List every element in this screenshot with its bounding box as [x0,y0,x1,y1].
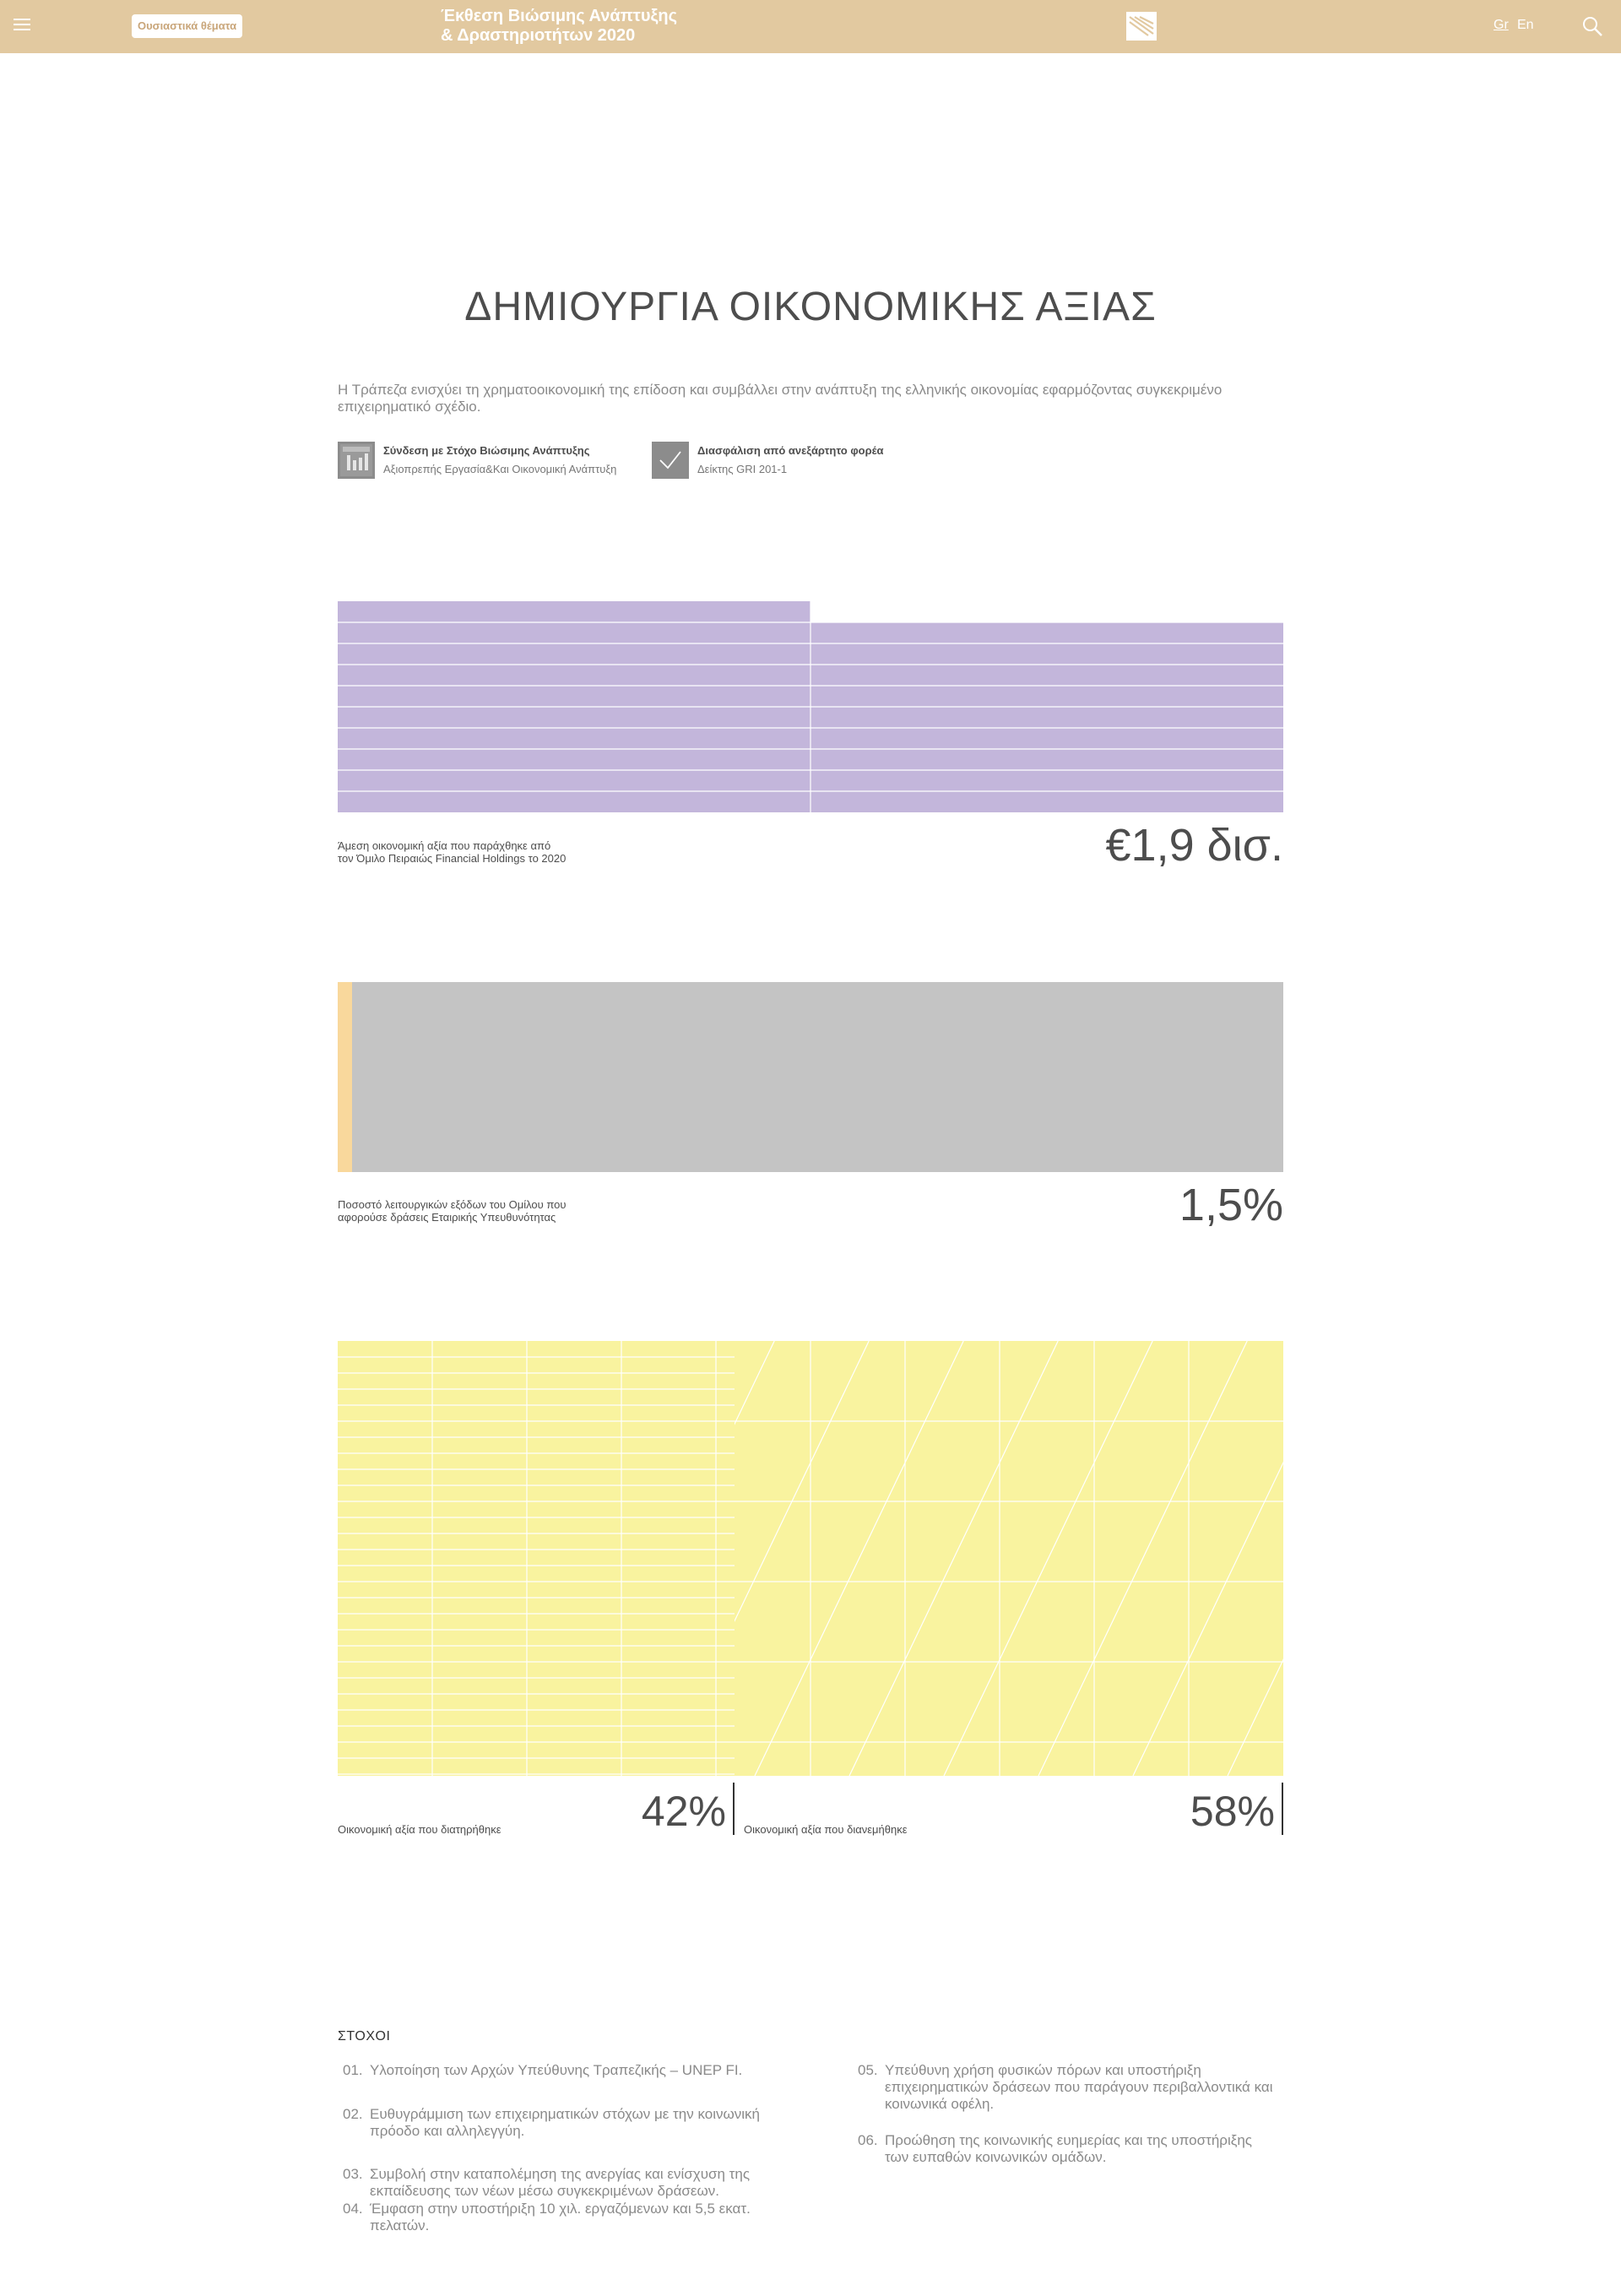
pattern-diagonal [1227,1658,1283,1776]
economic-value-figure: €1,9 δισ. [1105,820,1284,871]
goal-text: Συμβολή στην καταπολέμηση της ανεργίας κ… [370,2166,750,2200]
economic-value-graphic [338,601,1283,812]
economic-value-label-line-2: τον Όμιλο Πειραιώς Financial Holdings το… [338,852,567,865]
goal-text-line: Προώθηση της κοινωνικής ευημερίας και τη… [885,2132,1252,2148]
pattern-diagonal [1132,1461,1283,1776]
page-title: ΔΗΜΙΟΥΡΓΙΑ ΟΙΚΟΝΟΜΙΚΗΣ ΑΞΙΑΣ [464,285,1157,330]
sdg-badge-title: Σύνδεση με Στόχο Βιώσιμης Ανάπτυξης [383,444,590,457]
search-icon[interactable] [1581,15,1603,37]
assurance-badge-subtitle: Δείκτης GRI 201-1 [697,463,788,475]
top-navigation-bar: Ουσιαστικά θέματα Έκθεση Βιώσιμης Ανάπτυ… [0,0,1621,53]
csr-expenses-graphic [338,982,1283,1172]
report-title-line-2: & Δραστηριοτήτων 2020 [441,26,636,45]
csr-expenses-label-line-1: Ποσοστό λειτουργικών εξόδων του Ομίλου π… [338,1198,567,1211]
goal-number: 06. [858,2132,878,2148]
goal-text: Έμφαση στην υποστήριξη 10 χιλ. εργαζόμεν… [370,2201,751,2234]
assurance-badge-title: Διασφάλιση από ανεξάρτητο φορέα [697,444,884,457]
csr-expenses-highlight-bar [338,982,352,1172]
pattern-diagonal [1038,1341,1248,1776]
goal-text: Προώθηση της κοινωνικής ευημερίας και τη… [885,2132,1252,2166]
goal-text-line: πελατών. [370,2217,430,2234]
goal-text-line: Υπεύθυνη χρήση φυσικών πόρων και υποστήρ… [885,2062,1201,2078]
distributed-value-label: Οικονομική αξία που διανεμήθηκε [744,1823,908,1836]
pattern-diagonal [754,1341,964,1776]
sdg-badge-subtitle: Αξιοπρεπής Εργασία&Και Οικονομική Ανάπτυ… [383,463,617,475]
distributed-value-divider [1282,1783,1283,1835]
goal-text-line: των ευπαθών κοινωνικών ομάδων. [885,2149,1107,2165]
goal-text-line: εκπαίδευσης των νέων μέσω συγκεκριμένων … [370,2183,719,2199]
goal-text-line: Ευθυγράμμιση των επιχειρηματικών στόχων … [370,2106,760,2122]
language-greek-link[interactable]: Gr [1494,18,1509,32]
csr-expenses-label: Ποσοστό λειτουργικών εξόδων του Ομίλου π… [338,1198,760,1224]
goal-text-line: κοινωνικά οφέλη. [885,2096,995,2112]
goal-number: 03. [343,2166,363,2182]
goal-number: 05. [858,2062,878,2078]
distributed-value-figure: 58% [1190,1788,1275,1835]
csr-expenses-base-bar [338,982,1283,1172]
sdg-goal-icon [338,442,375,479]
goal-text: Ευθυγράμμιση των επιχειρηματικών στόχων … [370,2106,760,2140]
checkmark-icon [652,442,689,479]
pattern-diagonal [735,1341,870,1623]
retained-value-figure: 42% [641,1788,726,1835]
goals-heading: ΣΤΟΧΟΙ [338,2029,391,2044]
value-split-graphic [338,1341,1283,1776]
economic-value-right-block [810,622,1283,812]
goal-number: 04. [343,2201,363,2217]
goal-text-line: επιχειρηματικών δράσεων που παράγουν περ… [885,2079,1273,2095]
goal-text: Υπεύθυνη χρήση φυσικών πόρων και υποστήρ… [885,2062,1272,2113]
goal-text-line: πρόοδο και αλληλεγγύη. [370,2123,525,2139]
pattern-diagonal [943,1341,1153,1776]
goal-text-line: Υλοποίηση των Αρχών Υπεύθυνης Τραπεζικής… [370,2062,743,2078]
retained-value-divider [733,1783,735,1835]
language-english-link[interactable]: En [1517,18,1534,32]
intro-paragraph: Η Τράπεζα ενισχύει τη χρηματοοικονομική … [338,382,1223,415]
report-title[interactable]: Έκθεση Βιώσιμης Ανάπτυξης & Δραστηριοτήτ… [441,7,677,46]
goal-text-line: Συμβολή στην καταπολέμηση της ανεργίας κ… [370,2166,751,2182]
csr-expenses-figure: 1,5% [1179,1180,1283,1230]
report-title-line-1: Έκθεση Βιώσιμης Ανάπτυξης [441,7,678,25]
bank-logo-icon[interactable] [1126,12,1157,41]
goal-text: Υλοποίηση των Αρχών Υπεύθυνης Τραπεζικής… [370,2062,742,2079]
goal-number: 01. [343,2062,363,2078]
csr-expenses-label-line-2: αφορούσε δράσεις Εταιρικής Υπευθυνότητας [338,1211,556,1224]
retained-value-label: Οικονομική αξία που διατηρήθηκε [338,1823,501,1836]
economic-value-label: Άμεση οικονομική αξία που παράχθηκε από … [338,839,760,865]
hamburger-menu-icon[interactable] [12,15,32,35]
pattern-diagonal [735,1341,775,1425]
economic-value-label-line-1: Άμεση οικονομική αξία που παράχθηκε από [338,839,551,852]
goal-text-line: Έμφαση στην υποστήριξη 10 χιλ. εργαζόμεν… [370,2201,751,2217]
pattern-diagonal [848,1341,1059,1776]
goal-number: 02. [343,2106,363,2122]
material-topics-link[interactable]: Ουσιαστικά θέματα [132,14,243,38]
